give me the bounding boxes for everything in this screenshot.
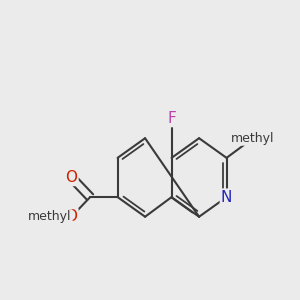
Text: O: O [65,170,77,185]
Text: methyl: methyl [231,132,275,145]
Text: methyl: methyl [28,210,72,223]
Text: F: F [167,111,176,126]
Text: N: N [221,190,232,205]
Text: O: O [65,209,77,224]
